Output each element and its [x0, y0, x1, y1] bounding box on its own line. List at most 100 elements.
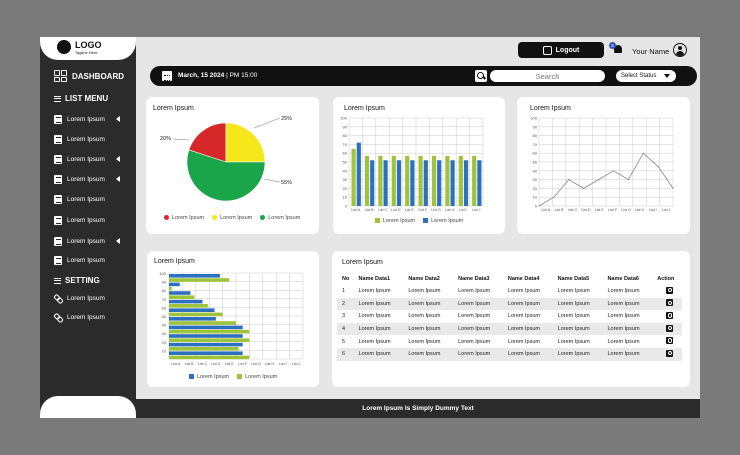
legend-swatch [237, 374, 243, 380]
sidebar-setting-item[interactable]: Lorem Ipsum [54, 292, 128, 304]
logout-label: Logout [555, 46, 580, 54]
bar [423, 160, 428, 206]
y-tick-label: 80 [533, 133, 538, 138]
menu-icon [54, 277, 61, 284]
table-cell: Lorem Ipsum [353, 297, 404, 311]
y-tick-label: 100 [530, 116, 537, 121]
bar [410, 160, 415, 206]
bar [169, 317, 216, 321]
chevron-left-icon[interactable] [116, 116, 120, 122]
table-cell: Lorem Ipsum [358, 288, 391, 295]
line-point [642, 152, 644, 154]
logo[interactable]: LOGO Tagline Here [40, 37, 136, 60]
line-point [657, 165, 659, 167]
line-point [568, 179, 570, 181]
y-tick-label: 90 [343, 124, 348, 129]
sidebar-item[interactable]: Lorem Ipsum [54, 113, 128, 125]
search-input[interactable] [490, 70, 605, 82]
table-column-header: No [342, 276, 350, 282]
chevron-left-icon[interactable] [116, 176, 120, 182]
legend-item: Lorem Ipsum [260, 215, 300, 221]
x-tick-label: List F [418, 208, 428, 212]
bar [169, 325, 243, 330]
bar [169, 291, 191, 295]
search-icon[interactable] [666, 324, 674, 332]
y-tick-label: 30 [162, 331, 167, 336]
bar [437, 160, 442, 206]
date-time: March, 15 2024 | PM 15:00 [178, 72, 258, 79]
logout-button[interactable]: Logout [518, 42, 604, 58]
table-column-header: Name Data2 [408, 276, 440, 282]
sidebar-item[interactable]: Lorem Ipsum [54, 193, 128, 205]
y-tick-label: 0 [535, 204, 538, 209]
x-tick-label: List I [459, 208, 467, 212]
pie-chart: 20% 25% 55% [160, 116, 292, 202]
search-icon[interactable] [666, 299, 674, 307]
bar [169, 355, 250, 360]
table-cell: Lorem Ipsum [552, 297, 603, 311]
sidebar-item[interactable]: Lorem Ipsum [54, 254, 128, 266]
bar [351, 148, 356, 206]
sidebar-item[interactable]: Lorem Ipsum [54, 133, 128, 145]
chevron-left-icon[interactable] [116, 238, 120, 244]
y-tick-label: 80 [162, 288, 167, 293]
pie-slice [186, 149, 266, 202]
table-cell: Lorem Ipsum [557, 338, 590, 345]
sidebar-item-label: Lorem Ipsum [67, 135, 105, 143]
search-icon[interactable] [666, 311, 674, 319]
table-cell: Lorem Ipsum [408, 338, 441, 345]
bar [431, 155, 437, 206]
legend-swatch [260, 215, 266, 221]
sidebar-item-label: Lorem Ipsum [67, 115, 105, 123]
sidebar-item[interactable]: Lorem Ipsum [54, 235, 128, 247]
x-tick-label: List H [635, 208, 645, 212]
document-icon [54, 114, 62, 124]
legend-swatch [375, 218, 380, 224]
search-button[interactable] [475, 70, 487, 82]
legend-label: Lorem Ipsum [268, 215, 301, 221]
sidebar-dashboard[interactable]: DASHBOARD [54, 70, 124, 82]
table-column-header: Name Data3 [458, 276, 490, 282]
sidebar-setting-item[interactable]: Lorem Ipsum [54, 311, 128, 323]
pie-legend: Lorem Ipsum Lorem Ipsum Lorem Ipsum [164, 215, 300, 221]
sidebar-item[interactable]: Lorem Ipsum [54, 214, 128, 226]
y-tick-label: 50 [343, 160, 348, 165]
document-icon [54, 134, 62, 144]
notification-bell[interactable]: 5 [609, 42, 623, 55]
status-select[interactable]: Select Status [616, 70, 676, 82]
x-tick-label: List H [445, 208, 455, 212]
sidebar-item[interactable]: Lorem Ipsum [54, 153, 128, 165]
sidebar-footer [40, 396, 136, 418]
x-tick-label: List A [541, 208, 550, 212]
x-tick-label: List C [198, 362, 208, 366]
x-tick-label: List F [238, 362, 248, 366]
table-cell: Lorem Ipsum [458, 338, 491, 345]
table-cell: Lorem Ipsum [607, 338, 640, 345]
search-icon[interactable] [666, 349, 674, 357]
chevron-left-icon[interactable] [116, 156, 120, 162]
bar [169, 295, 195, 299]
x-tick-label: List D [391, 208, 401, 212]
search-icon[interactable] [666, 286, 674, 294]
y-tick-label: 80 [343, 133, 348, 138]
x-tick-label: List E [595, 208, 605, 212]
bar [356, 142, 361, 206]
x-tick-label: List I [649, 208, 657, 212]
table-cell: Lorem Ipsum [453, 297, 503, 311]
bar [450, 160, 455, 206]
sidebar-item[interactable]: Lorem Ipsum [54, 173, 128, 185]
table-cell: Lorem Ipsum [602, 297, 653, 311]
table-cell: Lorem Ipsum [458, 288, 491, 295]
legend-item: Lorem Ipsum [164, 215, 204, 221]
user-name[interactable]: Your Name [632, 47, 670, 56]
bar [169, 278, 230, 282]
y-tick-label: 90 [533, 124, 538, 129]
link-icon [54, 313, 62, 321]
search-icon[interactable] [666, 337, 674, 345]
avatar[interactable] [673, 43, 687, 57]
y-tick-label: 0 [345, 204, 348, 209]
line-point [627, 179, 629, 181]
legend-label: Lorem Ipsum [197, 374, 230, 380]
series-line [538, 152, 674, 207]
bar [418, 155, 423, 206]
